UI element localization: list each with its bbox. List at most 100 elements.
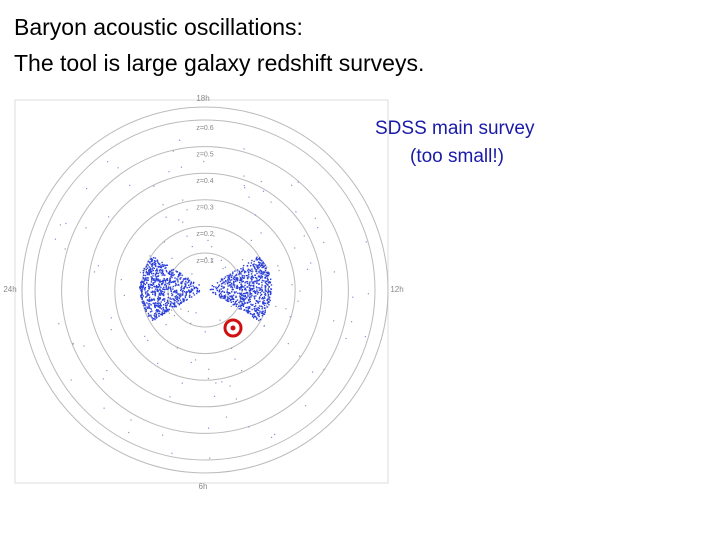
galaxy-dot xyxy=(164,279,166,282)
galaxy-dot xyxy=(149,268,152,270)
galaxy-dot xyxy=(152,317,154,320)
galaxy-dot xyxy=(150,300,152,302)
galaxy-dot xyxy=(147,290,149,292)
galaxy-dot xyxy=(169,303,172,305)
galaxy-dot xyxy=(161,265,163,267)
galaxy-dot xyxy=(185,293,187,295)
galaxy-dot xyxy=(157,306,160,308)
galaxy-dot xyxy=(160,286,162,289)
galaxy-dot xyxy=(310,262,312,264)
galaxy-dot xyxy=(175,291,177,293)
galaxy-dot xyxy=(270,278,272,280)
galaxy-dot xyxy=(146,281,148,283)
galaxy-dot xyxy=(143,282,145,285)
galaxy-dot xyxy=(158,312,160,315)
galaxy-dot xyxy=(154,260,157,262)
galaxy-dot xyxy=(268,272,270,274)
galaxy-dot xyxy=(209,288,212,291)
galaxy-dot xyxy=(246,291,249,294)
galaxy-dot xyxy=(156,308,158,311)
galaxy-dot xyxy=(261,310,263,313)
redshift-label: z=0.2 xyxy=(196,231,213,238)
galaxy-dot xyxy=(178,273,180,276)
galaxy-dot xyxy=(161,311,163,314)
galaxy-dot xyxy=(264,297,266,299)
galaxy-dot xyxy=(180,289,182,292)
galaxy-dot xyxy=(268,304,270,306)
galaxy-dot xyxy=(295,211,297,213)
galaxy-dot xyxy=(171,306,174,308)
galaxy-dot xyxy=(172,274,174,277)
galaxy-dot xyxy=(221,285,223,288)
galaxy-dot xyxy=(167,272,170,274)
galaxy-dot xyxy=(185,280,187,283)
galaxy-dot xyxy=(223,291,225,293)
galaxy-dot xyxy=(242,259,244,261)
galaxy-dot xyxy=(213,235,215,237)
galaxy-dot xyxy=(215,293,217,296)
galaxy-dot xyxy=(228,292,230,294)
galaxy-dot xyxy=(97,265,99,267)
galaxy-dot xyxy=(268,301,270,303)
galaxy-dot xyxy=(175,270,177,272)
galaxy-dot xyxy=(93,271,96,273)
galaxy-dot xyxy=(232,272,234,275)
angle-label: 12h xyxy=(390,285,403,294)
galaxy-dot xyxy=(234,301,237,303)
galaxy-dot xyxy=(269,291,271,293)
galaxy-dot xyxy=(151,279,153,281)
galaxy-dot xyxy=(162,271,164,273)
galaxy-dot xyxy=(298,355,301,357)
galaxy-dot xyxy=(229,285,231,287)
galaxy-dot xyxy=(186,235,188,237)
galaxy-dot xyxy=(227,278,229,281)
galaxy-dot xyxy=(151,259,153,262)
galaxy-dot xyxy=(257,275,260,277)
galaxy-dot xyxy=(150,315,152,317)
galaxy-dot xyxy=(147,279,149,281)
galaxy-dot xyxy=(269,296,271,298)
galaxy-dot xyxy=(232,300,234,303)
galaxy-dot xyxy=(262,301,264,303)
galaxy-dot xyxy=(256,256,258,258)
galaxy-dot xyxy=(248,289,251,291)
galaxy-dot xyxy=(261,314,264,317)
galaxy-dot xyxy=(240,308,242,310)
galaxy-dot xyxy=(160,269,162,271)
galaxy-dot xyxy=(150,298,153,300)
galaxy-dot xyxy=(169,396,171,398)
galaxy-dot xyxy=(157,304,159,306)
galaxy-dot xyxy=(243,298,245,301)
galaxy-dot xyxy=(153,298,155,300)
galaxy-dot xyxy=(229,385,231,387)
galaxy-dot xyxy=(170,290,172,292)
galaxy-dot xyxy=(224,296,226,299)
galaxy-dot xyxy=(154,291,156,293)
galaxy-dot xyxy=(224,297,226,300)
galaxy-dot xyxy=(145,293,147,295)
galaxy-dot xyxy=(266,299,268,301)
galaxy-dot xyxy=(190,285,192,288)
galaxy-dot xyxy=(159,310,161,313)
galaxy-dot xyxy=(222,268,224,270)
galaxy-dot xyxy=(141,285,143,288)
galaxy-dot xyxy=(220,291,223,293)
galaxy-dot xyxy=(261,277,263,279)
galaxy-dot xyxy=(262,273,265,275)
galaxy-dot xyxy=(178,294,181,297)
galaxy-dot xyxy=(185,283,187,286)
galaxy-dot xyxy=(244,284,246,287)
galaxy-dot xyxy=(161,269,163,272)
galaxy-dot xyxy=(268,298,271,300)
galaxy-dot xyxy=(226,300,229,302)
galaxy-dot xyxy=(258,279,260,282)
galaxy-dot xyxy=(151,310,153,312)
galaxy-dot xyxy=(190,322,192,324)
galaxy-dot xyxy=(233,298,235,300)
galaxy-dot xyxy=(255,270,258,273)
galaxy-dot xyxy=(152,269,154,272)
galaxy-dot xyxy=(258,275,261,277)
galaxy-dot xyxy=(191,288,193,290)
galaxy-dot xyxy=(250,288,252,290)
galaxy-dot xyxy=(181,290,184,293)
